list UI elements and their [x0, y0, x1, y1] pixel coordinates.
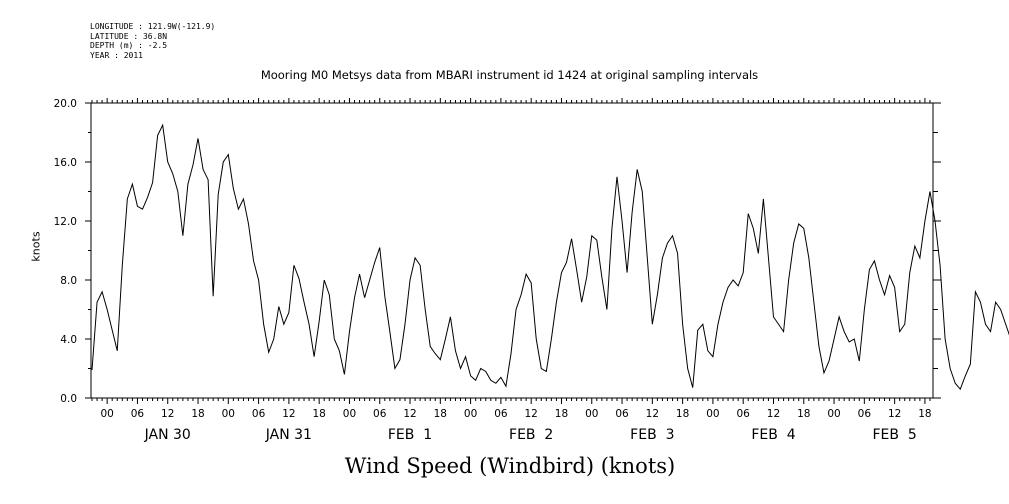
x-hour-label: 12 — [767, 408, 780, 420]
x-hour-label: 18 — [191, 408, 204, 420]
x-day-label: FEB 5 — [872, 427, 916, 443]
x-hour-label: 18 — [312, 408, 325, 420]
x-hour-label: 18 — [434, 408, 447, 420]
series-line-wind-speed — [91, 123, 1009, 391]
meta-longitude: LONGITUDE : 121.9W(-121.9) — [90, 22, 216, 31]
x-axis-label: Wind Speed (Windbird) (knots) — [344, 454, 676, 478]
y-tick-label: 16.0 — [54, 157, 77, 169]
x-hour-label: 06 — [615, 408, 629, 420]
x-hour-label: 06 — [252, 408, 266, 420]
plot-frame — [90, 102, 934, 399]
x-hour-label: 06 — [494, 408, 508, 420]
x-hour-label: 12 — [161, 408, 174, 420]
x-hour-label: 06 — [858, 408, 872, 420]
x-hour-label: 12 — [282, 408, 295, 420]
x-hour-label: 12 — [403, 408, 416, 420]
x-hour-label: 00 — [343, 408, 356, 420]
x-hour-label: 18 — [676, 408, 689, 420]
x-hour-label: 06 — [737, 408, 751, 420]
x-hour-label: 00 — [585, 408, 598, 420]
y-tick-label: 0.0 — [60, 393, 77, 405]
x-hour-label: 00 — [706, 408, 719, 420]
x-day-label: FEB 4 — [751, 427, 795, 443]
metadata-block: LONGITUDE : 121.9W(-121.9) LATITUDE : 36… — [90, 22, 215, 60]
y-tick-label: 20.0 — [54, 98, 77, 110]
x-hour-label: 00 — [827, 408, 840, 420]
x-hour-label: 12 — [646, 408, 659, 420]
chart-title: Mooring M0 Metsys data from MBARI instru… — [260, 68, 759, 82]
x-hour-label: 06 — [131, 408, 145, 420]
x-hour-label: 18 — [918, 408, 931, 420]
x-day-label: FEB 2 — [509, 427, 553, 443]
x-hour-label: 06 — [373, 408, 387, 420]
x-hour-label: 18 — [555, 408, 568, 420]
y-tick-label: 8.0 — [60, 275, 77, 287]
y-tick-label: 4.0 — [60, 334, 77, 346]
x-hour-label: 00 — [222, 408, 235, 420]
x-day-label: FEB 1 — [388, 427, 432, 443]
x-day-label: JAN 31 — [265, 427, 312, 443]
x-hour-label: 18 — [797, 408, 810, 420]
meta-depth: DEPTH (m) : -2.5 — [90, 41, 168, 50]
x-hour-label: 12 — [888, 408, 901, 420]
x-day-label: JAN 30 — [144, 427, 191, 443]
meta-latitude: LATITUDE : 36.8N — [90, 31, 168, 41]
x-day-label: FEB 3 — [630, 427, 674, 443]
y-tick-label: 12.0 — [54, 216, 77, 228]
meta-year: YEAR : 2011 — [90, 50, 143, 60]
x-hour-label: 00 — [100, 408, 113, 420]
x-hour-label: 00 — [464, 408, 477, 420]
x-hour-label: 12 — [524, 408, 537, 420]
